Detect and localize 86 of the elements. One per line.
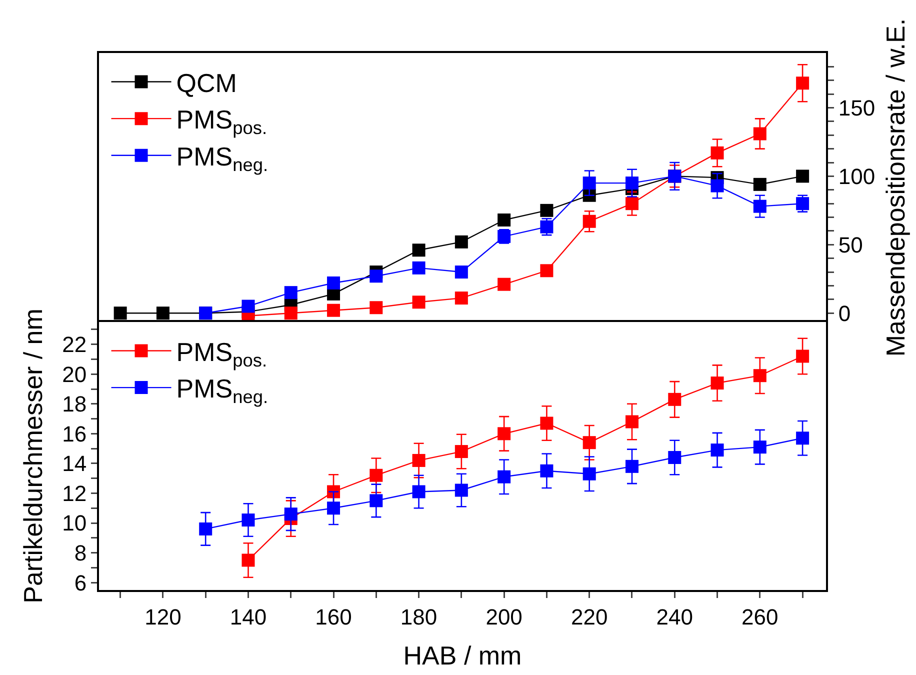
point bbox=[114, 306, 127, 320]
point bbox=[498, 427, 511, 440]
point bbox=[625, 415, 638, 428]
legend-label: PMS$_{neg.}$ bbox=[176, 142, 268, 175]
point bbox=[498, 470, 511, 484]
point bbox=[242, 300, 255, 313]
x-tick-label: 240 bbox=[656, 604, 693, 630]
point bbox=[284, 306, 298, 320]
point bbox=[796, 170, 810, 183]
point bbox=[625, 176, 638, 190]
point bbox=[710, 179, 724, 192]
point bbox=[710, 146, 724, 160]
point bbox=[199, 522, 212, 536]
y-tick-label: 12 bbox=[62, 480, 87, 506]
point bbox=[582, 467, 596, 480]
y-tick-label: 6 bbox=[74, 570, 87, 596]
point bbox=[753, 127, 766, 140]
point bbox=[454, 235, 468, 248]
point bbox=[412, 454, 426, 467]
point bbox=[370, 270, 383, 283]
point bbox=[412, 485, 426, 498]
point bbox=[540, 416, 554, 430]
y2-tick-label: 100 bbox=[838, 164, 876, 189]
point bbox=[753, 178, 766, 191]
point bbox=[753, 200, 766, 213]
x-tick-label: 120 bbox=[144, 604, 182, 630]
point bbox=[454, 292, 468, 305]
point bbox=[242, 514, 255, 527]
y2-axis-title: Massendepositionsrate / w.E. bbox=[880, 18, 910, 357]
point bbox=[582, 176, 596, 190]
point bbox=[668, 392, 682, 406]
point bbox=[625, 197, 638, 210]
y2-tick-label: 150 bbox=[838, 95, 876, 120]
y-tick-label: 14 bbox=[62, 451, 87, 476]
point bbox=[540, 464, 554, 478]
point bbox=[370, 468, 383, 482]
x-tick-label: 180 bbox=[400, 604, 438, 630]
y-tick-label: 22 bbox=[62, 332, 87, 358]
point bbox=[753, 369, 766, 382]
legend-label: PMS$_{pos.}$ bbox=[176, 104, 268, 138]
point bbox=[498, 214, 511, 227]
point bbox=[625, 460, 638, 473]
point bbox=[454, 445, 468, 458]
point bbox=[370, 494, 383, 508]
x-tick-label: 260 bbox=[742, 604, 778, 630]
y-axis-title: Partikeldurchmesser / nm bbox=[18, 308, 48, 604]
point bbox=[327, 276, 340, 290]
point bbox=[540, 264, 554, 278]
point bbox=[412, 244, 426, 257]
x-tick-label: 220 bbox=[570, 604, 608, 630]
point bbox=[582, 436, 596, 450]
x-tick-label: 200 bbox=[486, 604, 522, 630]
point bbox=[498, 278, 511, 291]
point bbox=[454, 484, 468, 497]
point bbox=[284, 286, 298, 300]
x-tick-label: 140 bbox=[230, 604, 267, 630]
point bbox=[796, 76, 810, 90]
point bbox=[710, 376, 724, 390]
point bbox=[454, 266, 468, 279]
x-axis-title: HAB / mm bbox=[403, 640, 522, 671]
point bbox=[796, 350, 810, 363]
y2-tick-label: 0 bbox=[838, 300, 851, 326]
legend-label: PMS$_{neg.}$ bbox=[176, 374, 268, 408]
y-tick-label: 16 bbox=[62, 421, 87, 446]
point bbox=[284, 508, 298, 521]
y-tick-label: 10 bbox=[62, 510, 87, 536]
x-tick-label: 160 bbox=[315, 604, 352, 630]
point bbox=[370, 301, 383, 314]
legend-label: PMS$_{pos.}$ bbox=[176, 336, 268, 370]
point bbox=[753, 440, 766, 454]
y-tick-label: 20 bbox=[62, 362, 87, 387]
point bbox=[582, 214, 596, 228]
legend-label: QCM bbox=[176, 68, 237, 98]
y2-tick-label: 50 bbox=[838, 232, 863, 258]
point bbox=[412, 261, 426, 274]
point bbox=[156, 306, 170, 320]
y-tick-label: 8 bbox=[74, 540, 87, 566]
point bbox=[540, 204, 554, 217]
point bbox=[668, 450, 682, 464]
point bbox=[710, 444, 724, 457]
point bbox=[412, 296, 426, 309]
point bbox=[327, 304, 340, 317]
point bbox=[796, 432, 810, 445]
y-tick-label: 18 bbox=[62, 392, 87, 417]
point bbox=[327, 502, 340, 515]
point bbox=[242, 554, 255, 567]
